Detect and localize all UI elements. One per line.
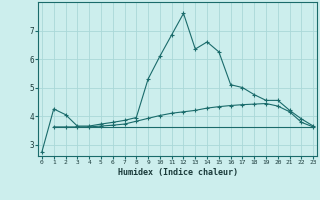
X-axis label: Humidex (Indice chaleur): Humidex (Indice chaleur) — [118, 168, 238, 177]
